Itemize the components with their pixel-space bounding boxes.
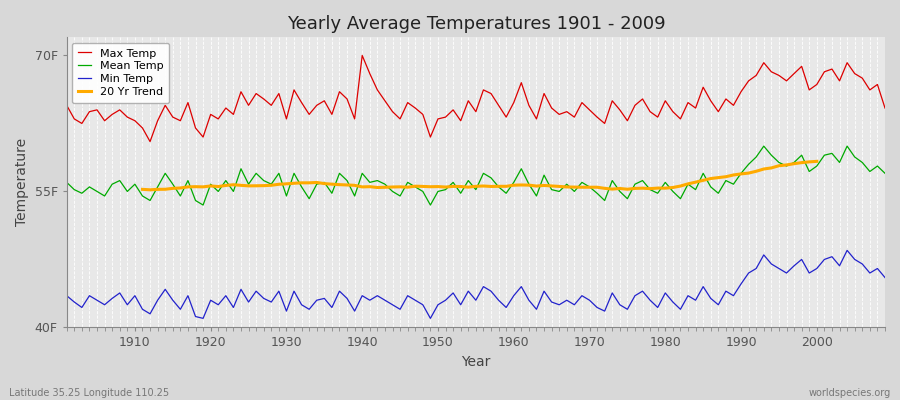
Max Temp bbox=[61, 103, 72, 108]
Min Temp bbox=[296, 302, 307, 307]
Max Temp bbox=[516, 80, 526, 85]
Max Temp bbox=[615, 108, 626, 112]
Max Temp bbox=[296, 100, 307, 105]
Mean Temp bbox=[342, 178, 353, 183]
Line: 20 Yr Trend: 20 Yr Trend bbox=[142, 161, 817, 190]
Mean Temp bbox=[61, 180, 72, 185]
Min Temp bbox=[607, 290, 617, 295]
Mean Temp bbox=[122, 189, 132, 194]
20 Yr Trend bbox=[706, 176, 716, 181]
Min Temp bbox=[516, 284, 526, 289]
Legend: Max Temp, Mean Temp, Min Temp, 20 Yr Trend: Max Temp, Mean Temp, Min Temp, 20 Yr Tre… bbox=[72, 43, 169, 103]
Mean Temp bbox=[607, 178, 617, 183]
Min Temp bbox=[342, 296, 353, 301]
Mean Temp bbox=[516, 166, 526, 171]
Text: worldspecies.org: worldspecies.org bbox=[809, 388, 891, 398]
Mean Temp bbox=[198, 203, 209, 208]
Y-axis label: Temperature: Temperature bbox=[15, 138, 29, 226]
Mean Temp bbox=[508, 180, 519, 185]
Text: Latitude 35.25 Longitude 110.25: Latitude 35.25 Longitude 110.25 bbox=[9, 388, 169, 398]
20 Yr Trend bbox=[615, 186, 626, 191]
Mean Temp bbox=[759, 144, 769, 148]
Min Temp bbox=[508, 293, 519, 298]
Max Temp bbox=[122, 115, 132, 120]
Max Temp bbox=[342, 96, 353, 101]
Line: Min Temp: Min Temp bbox=[67, 250, 885, 318]
Mean Temp bbox=[296, 184, 307, 189]
Max Temp bbox=[356, 53, 367, 58]
Max Temp bbox=[879, 106, 890, 110]
Line: Max Temp: Max Temp bbox=[67, 56, 885, 142]
20 Yr Trend bbox=[236, 183, 247, 188]
Min Temp bbox=[198, 316, 209, 321]
20 Yr Trend bbox=[145, 188, 156, 192]
20 Yr Trend bbox=[812, 159, 823, 164]
Title: Yearly Average Temperatures 1901 - 2009: Yearly Average Temperatures 1901 - 2009 bbox=[286, 15, 665, 33]
Max Temp bbox=[145, 139, 156, 144]
20 Yr Trend bbox=[137, 187, 148, 192]
X-axis label: Year: Year bbox=[461, 355, 491, 369]
Min Temp bbox=[842, 248, 852, 253]
20 Yr Trend bbox=[721, 174, 732, 179]
Min Temp bbox=[879, 275, 890, 280]
Line: Mean Temp: Mean Temp bbox=[67, 146, 885, 205]
Mean Temp bbox=[879, 171, 890, 176]
Max Temp bbox=[524, 103, 535, 108]
Min Temp bbox=[61, 293, 72, 298]
Min Temp bbox=[122, 302, 132, 307]
20 Yr Trend bbox=[788, 161, 799, 166]
20 Yr Trend bbox=[349, 183, 360, 188]
